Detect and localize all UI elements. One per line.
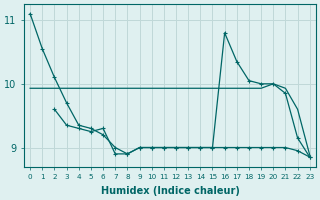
X-axis label: Humidex (Indice chaleur): Humidex (Indice chaleur)	[100, 186, 239, 196]
